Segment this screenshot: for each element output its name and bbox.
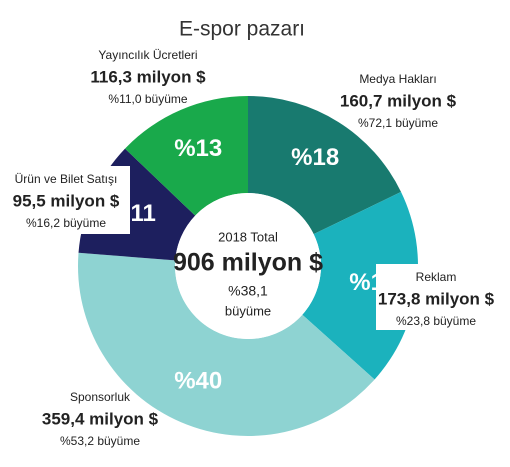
donut-segment [125, 96, 248, 216]
segment-name: Ürün ve Bilet Satışı [15, 172, 118, 186]
segment-name: Reklam [416, 270, 457, 284]
segment-growth: %72,1 büyüme [358, 116, 438, 130]
segment-amount: 116,3 milyon $ [90, 67, 206, 86]
segment-name: Medya Hakları [359, 72, 436, 86]
segment-growth: %16,2 büyüme [26, 216, 106, 230]
segment-growth: %53,2 büyüme [60, 434, 140, 448]
label-box [376, 264, 510, 330]
segment-amount: 160,7 milyon $ [340, 91, 457, 110]
center-total: 906 milyon $ [173, 249, 323, 277]
donut-segment [77, 252, 375, 436]
segment-amount: 173,8 milyon $ [378, 289, 495, 308]
label-box [0, 166, 130, 234]
center-label: 2018 Total [218, 229, 278, 244]
chart-title: E-spor pazarı [179, 18, 305, 41]
percent-label: %13 [174, 135, 222, 162]
segment-name: Yayıncılık Ücretleri [98, 48, 197, 62]
percent-label: %40 [174, 368, 222, 395]
center-growth-label: büyüme [225, 303, 271, 318]
center-growth: %38,1 [228, 283, 268, 299]
percent-label: %18 [291, 144, 339, 171]
segment-amount: 359,4 milyon $ [42, 409, 159, 428]
segment-name: Sponsorluk [70, 390, 131, 404]
donut-segment [302, 191, 418, 380]
donut-segment [248, 96, 402, 235]
segment-amount: 95,5 milyon $ [13, 191, 120, 210]
segment-growth: %23,8 büyüme [396, 314, 476, 328]
segment-growth: %11,0 büyüme [108, 92, 187, 106]
donut-hole [175, 193, 321, 339]
